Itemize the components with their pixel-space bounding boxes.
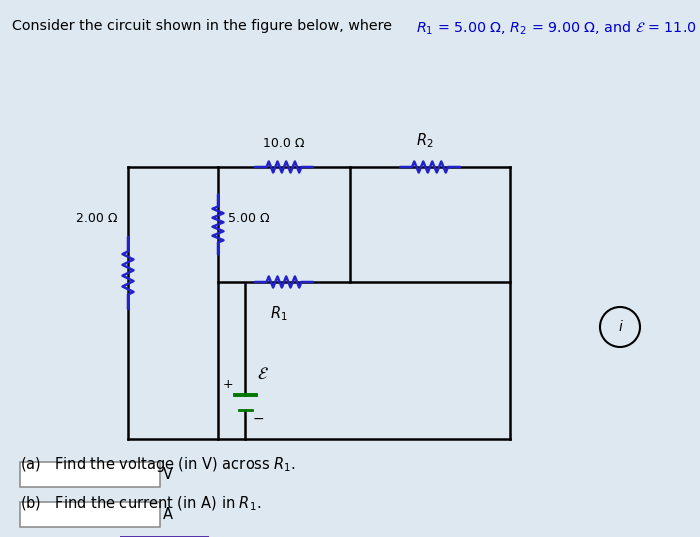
- Text: i: i: [618, 320, 622, 334]
- Text: $R_1$: $R_1$: [270, 304, 288, 323]
- Text: $\mathcal{E}$: $\mathcal{E}$: [257, 365, 269, 383]
- Text: +: +: [223, 379, 233, 391]
- FancyBboxPatch shape: [20, 502, 160, 527]
- Text: $R_2$: $R_2$: [416, 132, 434, 150]
- Text: 10.0 Ω: 10.0 Ω: [263, 137, 304, 150]
- Text: 2.00 Ω: 2.00 Ω: [76, 212, 118, 224]
- Text: −: −: [252, 412, 264, 426]
- FancyBboxPatch shape: [20, 462, 160, 487]
- Text: Consider the circuit shown in the figure below, where: Consider the circuit shown in the figure…: [12, 19, 396, 33]
- Text: (b)   Find the current (in A) in $R_1$.: (b) Find the current (in A) in $R_1$.: [20, 495, 261, 513]
- Text: 5.00 Ω: 5.00 Ω: [228, 212, 270, 225]
- FancyBboxPatch shape: [120, 536, 209, 537]
- Text: A: A: [163, 507, 173, 522]
- Text: (a)   Find the voltage (in V) across $R_1$.: (a) Find the voltage (in V) across $R_1$…: [20, 455, 296, 474]
- Text: $R_1$ = 5.00 Ω, $R_2$ = 9.00 Ω, and $\mathcal{E}$ = 11.0 V.: $R_1$ = 5.00 Ω, $R_2$ = 9.00 Ω, and $\ma…: [416, 19, 700, 37]
- Text: V: V: [163, 467, 173, 482]
